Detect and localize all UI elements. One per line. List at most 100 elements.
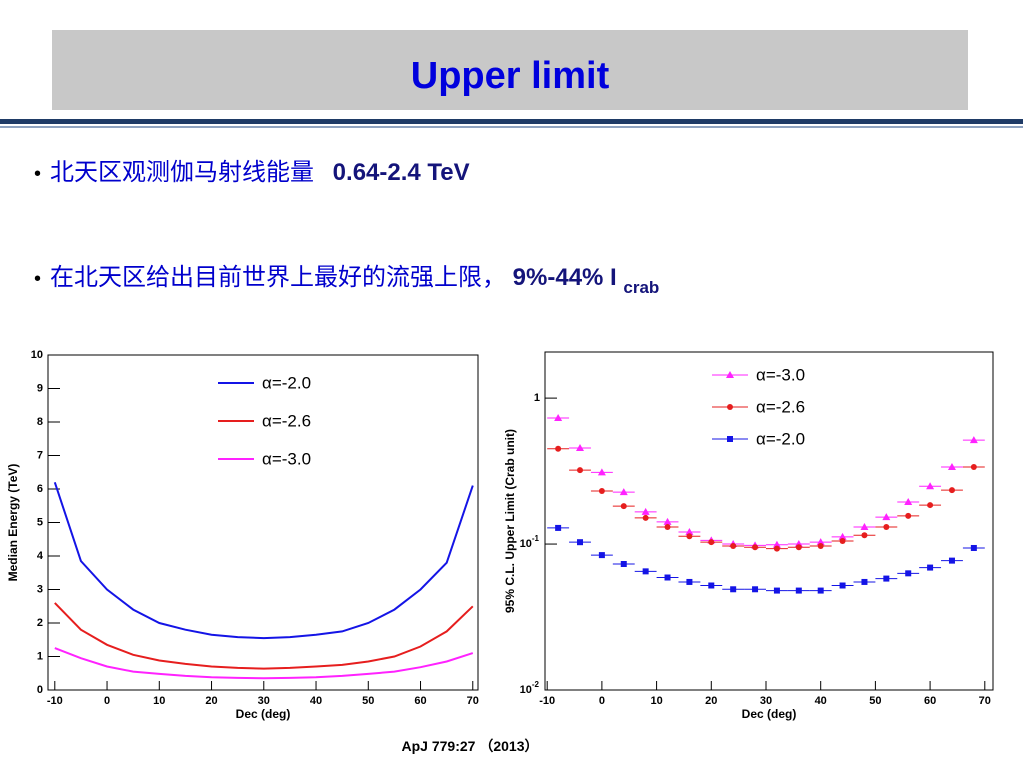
footer: ApJ 779:27 （2013） [402,738,539,754]
plot-frame [544,351,994,691]
marker [620,503,627,510]
legend-label: α=-3.0 [756,365,805,384]
x-tick-label: 60 [414,695,426,707]
marker [883,523,890,530]
marker [554,414,563,422]
marker [708,582,715,589]
marker [619,488,628,496]
marker [838,532,847,540]
x-tick-label: 70 [979,695,991,707]
plot-frame [47,354,479,691]
y-tick-label: 6 [37,483,43,495]
marker [730,586,737,593]
y-tick-label: 1 [37,650,43,662]
marker [686,578,693,585]
marker [642,514,649,521]
marker [817,542,824,549]
legend-label: α=-2.6 [262,411,311,430]
marker [685,527,694,535]
marker [947,463,956,471]
y-tick-exponent: -1 [532,534,540,543]
marker [773,587,780,594]
marker [752,586,759,593]
marker [577,539,584,546]
y-tick-label: 10 [31,349,43,361]
marker [752,544,759,551]
x-axis-label: Dec (deg) [742,707,797,721]
x-tick-label: -10 [539,695,555,707]
y-tick-label: 4 [37,550,44,562]
marker [861,532,868,539]
marker [904,498,913,506]
y-tick-base: 10 [520,684,532,696]
marker [795,544,802,551]
marker [883,575,890,582]
marker [708,539,715,546]
divider-light [0,126,1023,128]
y-tick-exponent: -2 [532,680,540,689]
x-axis-label: Dec (deg) [236,707,291,721]
y-axis-label: 95% C.L. Upper Limit (Crab unit) [503,429,517,613]
bullet-subscript: crab [623,278,659,297]
bullet: 北天区观测伽马射线能量 0.64-2.4 TeV [50,159,470,186]
marker [576,444,585,452]
x-tick-label: 70 [467,695,479,707]
bullet-dot: • [34,163,41,185]
x-tick-label: 20 [705,695,717,707]
line [53,481,474,640]
line [54,602,474,670]
marker [970,544,977,551]
bullet: 在北天区给出目前世界上最好的流强上限， 9%-44% I crab [50,264,659,297]
y-tick-label: 5 [37,516,43,528]
marker [905,570,912,577]
x-tick-label: 20 [205,695,217,707]
x-tick-label: 0 [599,695,605,707]
y-tick-label: 1 [534,392,540,404]
y-tick-label: 0 [37,684,43,696]
x-tick-label: 50 [869,695,881,707]
slide-title: Upper limit [411,55,610,97]
marker [948,557,955,564]
y-tick-label: 10-2 [520,680,540,696]
x-tick-label: 50 [362,695,374,707]
marker [839,582,846,589]
x-tick-label: 60 [924,695,936,707]
marker [664,574,671,581]
legend-label: α=-2.0 [262,373,311,392]
bullet-text: 在北天区给出目前世界上最好的流强上限， [50,264,506,291]
marker [926,482,935,490]
marker [948,487,955,494]
y-tick-label: 9 [37,382,43,394]
legend-label: α=-2.6 [756,397,805,416]
marker [969,436,978,444]
marker [663,517,672,525]
marker [555,524,562,531]
marker [686,533,693,540]
line [54,647,474,680]
y-tick-label: 10-1 [520,534,540,550]
marker [861,578,868,585]
marker [620,561,627,568]
x-tick-label: 30 [760,695,772,707]
marker [664,523,671,530]
marker [642,568,649,575]
marker [773,545,780,552]
x-tick-label: 10 [153,695,165,707]
bullet-dot: • [34,268,41,290]
marker [927,502,934,509]
x-tick-label: 10 [650,695,662,707]
x-tick-label: 40 [815,695,827,707]
marker [816,538,825,546]
marker [727,436,733,442]
marker [817,587,824,594]
y-tick-label: 2 [37,617,43,629]
x-tick-label: 0 [104,695,110,707]
marker [641,507,650,515]
marker [839,537,846,544]
marker [860,522,869,530]
y-tick-base: 10 [520,538,532,550]
bullet-value: 9%-44% I [513,264,617,291]
marker [882,513,891,521]
